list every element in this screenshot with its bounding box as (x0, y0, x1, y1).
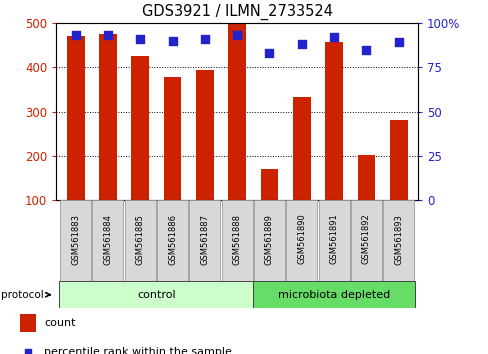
FancyBboxPatch shape (92, 200, 123, 281)
FancyBboxPatch shape (350, 200, 381, 281)
Bar (228, 24, 245, 200)
Point (168, 38, 176, 44)
Bar (99, 34, 117, 200)
Text: GSM561886: GSM561886 (168, 213, 177, 264)
FancyBboxPatch shape (60, 200, 91, 281)
Text: GSM561888: GSM561888 (232, 213, 241, 264)
Point (24, 349, 32, 354)
FancyBboxPatch shape (157, 200, 188, 281)
Bar (20, 314, 37, 332)
FancyBboxPatch shape (383, 200, 413, 281)
Title: GDS3921 / ILMN_2733524: GDS3921 / ILMN_2733524 (142, 4, 332, 20)
Point (265, 50, 273, 56)
FancyBboxPatch shape (124, 200, 155, 281)
Bar (260, 169, 278, 200)
FancyBboxPatch shape (318, 200, 349, 281)
Point (136, 36, 144, 42)
Text: control: control (137, 290, 175, 300)
Text: microbiota depleted: microbiota depleted (277, 290, 389, 300)
Point (201, 36, 208, 42)
Point (104, 33, 112, 38)
Point (329, 34, 337, 40)
Point (362, 47, 369, 52)
Bar (325, 42, 342, 200)
Bar (357, 155, 374, 200)
Point (72, 33, 80, 38)
Bar (66, 36, 84, 200)
FancyBboxPatch shape (60, 281, 253, 308)
Text: GSM561893: GSM561893 (393, 214, 403, 264)
Text: GSM561892: GSM561892 (361, 214, 370, 264)
Bar (163, 77, 181, 200)
Text: GSM561891: GSM561891 (329, 214, 338, 264)
Bar (292, 97, 310, 200)
Text: GSM561887: GSM561887 (200, 213, 209, 264)
Bar (389, 120, 407, 200)
Text: count: count (44, 318, 75, 328)
FancyBboxPatch shape (285, 200, 317, 281)
Text: protocol: protocol (1, 290, 50, 300)
FancyBboxPatch shape (253, 200, 285, 281)
FancyBboxPatch shape (253, 281, 414, 308)
Text: GSM561889: GSM561889 (264, 214, 273, 264)
Bar (196, 70, 213, 200)
Point (394, 40, 402, 45)
FancyBboxPatch shape (189, 200, 220, 281)
Point (297, 41, 305, 47)
Bar (131, 56, 149, 200)
Text: GSM561883: GSM561883 (71, 213, 80, 264)
FancyBboxPatch shape (221, 200, 252, 281)
Text: percentile rank within the sample: percentile rank within the sample (44, 347, 231, 354)
Text: GSM561890: GSM561890 (297, 214, 305, 264)
Point (233, 33, 241, 38)
Text: GSM561884: GSM561884 (103, 214, 112, 264)
Text: GSM561885: GSM561885 (136, 214, 144, 264)
